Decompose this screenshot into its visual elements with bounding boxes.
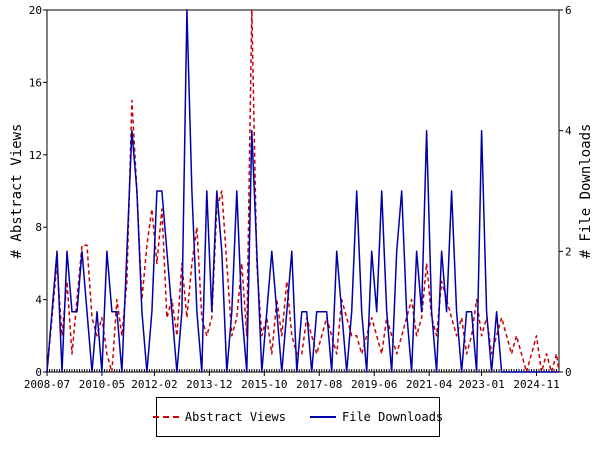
legend-entry-file-downloads: File Downloads [310, 410, 443, 424]
x-tick-label: 2010-05 [79, 378, 125, 391]
legend-swatch-solid-blue [310, 416, 336, 418]
y-right-tick-label: 2 [565, 245, 572, 258]
y-right-axis-title: # File Downloads [578, 124, 594, 259]
y-left-tick-label: 8 [35, 221, 42, 234]
legend-label-abstract-views: Abstract Views [184, 410, 286, 424]
y-left-tick-label: 20 [29, 4, 42, 17]
y-left-tick-label: 4 [35, 294, 42, 307]
y-left-axis-ticks: 0 4 8 12 16 20 [29, 4, 47, 379]
x-tick-label: 2012-02 [131, 378, 177, 391]
x-tick-label: 2023-01 [458, 378, 504, 391]
y-right-axis-ticks: 0 2 4 6 [559, 4, 572, 379]
x-tick-label: 2008-07 [24, 378, 70, 391]
y-left-tick-label: 0 [35, 366, 42, 379]
legend-label-file-downloads: File Downloads [342, 410, 444, 424]
legend-swatch-dashed-red [152, 416, 179, 418]
y-right-tick-label: 0 [565, 366, 572, 379]
x-tick-label: 2015-10 [241, 378, 287, 391]
x-tick-label: 2021-04 [406, 378, 453, 391]
y-left-axis-title: # Abstract Views [9, 124, 25, 259]
y-left-tick-label: 16 [29, 76, 42, 89]
x-tick-label: 2024-11 [513, 378, 559, 391]
x-axis-ticks: 2008-07 2010-05 2012-02 2013-12 2015-10 2017-… [24, 372, 560, 391]
series-line-abstract-views [46, 9, 560, 373]
y-left-tick-label: 12 [29, 149, 42, 162]
legend-entry-abstract-views: Abstract Views [152, 410, 286, 424]
y-right-tick-label: 4 [565, 125, 572, 138]
x-tick-label: 2013-12 [186, 378, 232, 391]
x-tick-label: 2017-08 [296, 378, 342, 391]
x-tick-label: 2019-06 [351, 378, 397, 391]
series-layer [46, 9, 560, 373]
series-line-file-downloads [46, 9, 559, 373]
y-right-tick-label: 6 [565, 4, 572, 17]
legend: Abstract Views File Downloads [152, 397, 443, 437]
